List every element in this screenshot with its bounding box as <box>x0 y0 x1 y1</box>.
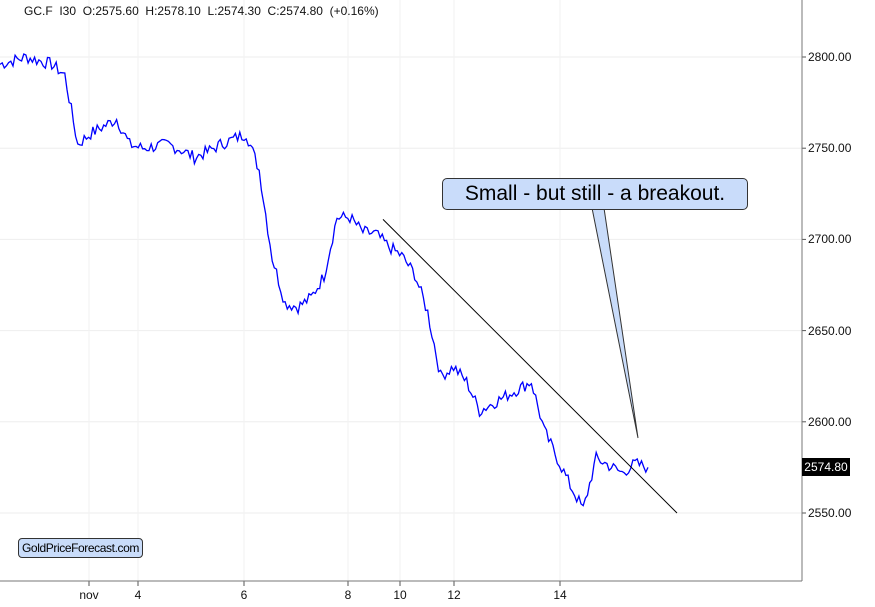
y-tick-label: 2700.00 <box>808 232 852 247</box>
callout-pointer <box>591 207 639 439</box>
ohlc-header: GC.F I30 O:2575.60 H:2578.10 L:2574.30 C… <box>24 4 379 18</box>
open: O:2575.60 <box>82 4 139 18</box>
x-tick-label: 4 <box>134 588 142 602</box>
x-tick-label: 14 <box>553 588 567 602</box>
x-tick-label: 10 <box>393 588 407 602</box>
high: H:2578.10 <box>145 4 201 18</box>
y-tick-label: 2650.00 <box>808 323 852 338</box>
trendline <box>382 218 678 514</box>
annotation-callout: Small - but still - a breakout. <box>442 178 748 210</box>
y-tick-label: 2800.00 <box>808 50 852 64</box>
brand-label: GoldPriceForecast.com <box>18 538 143 558</box>
interval: I30 <box>59 4 77 18</box>
low: L:2574.30 <box>207 4 261 18</box>
x-tick-label: 12 <box>447 588 461 602</box>
x-tick-label: 6 <box>240 588 248 602</box>
symbol: GC.F <box>24 4 53 18</box>
y-tick-label: 2550.00 <box>808 506 852 520</box>
last-price-label: 2574.80 <box>802 458 850 476</box>
x-tick-label: nov <box>79 588 99 602</box>
x-tick-label: 8 <box>344 588 352 602</box>
price-line <box>0 53 649 507</box>
y-tick-label: 2750.00 <box>808 141 852 156</box>
close: C:2574.80 <box>267 4 323 18</box>
y-tick-label: 2600.00 <box>808 414 852 429</box>
change: (+0.16%) <box>329 4 379 18</box>
